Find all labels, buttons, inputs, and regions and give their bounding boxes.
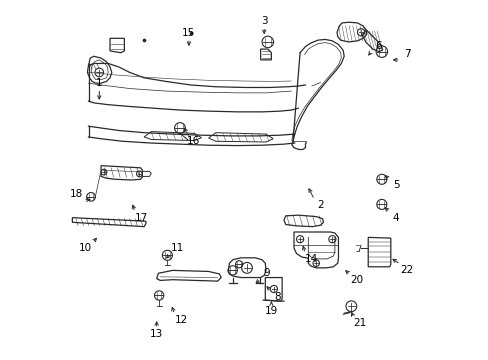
- Text: 17: 17: [135, 213, 148, 222]
- Text: 18: 18: [70, 189, 83, 199]
- Text: 19: 19: [264, 306, 278, 316]
- Text: 11: 11: [170, 243, 183, 253]
- Text: 8: 8: [274, 292, 281, 302]
- Text: 5: 5: [392, 180, 399, 190]
- Text: 2: 2: [317, 200, 324, 210]
- Text: 7: 7: [403, 49, 409, 59]
- Text: 22: 22: [400, 265, 413, 275]
- Text: 9: 9: [263, 268, 270, 278]
- Text: 12: 12: [174, 315, 187, 325]
- Text: 16: 16: [186, 136, 200, 145]
- Text: 1: 1: [96, 78, 102, 88]
- Text: 6: 6: [374, 41, 381, 50]
- Text: 20: 20: [349, 275, 363, 285]
- Text: 13: 13: [150, 329, 163, 339]
- Text: 14: 14: [305, 254, 318, 264]
- Text: 21: 21: [353, 319, 366, 328]
- Text: 3: 3: [261, 16, 267, 26]
- Text: 4: 4: [392, 213, 399, 222]
- Text: 10: 10: [79, 243, 92, 253]
- Text: 15: 15: [182, 28, 195, 38]
